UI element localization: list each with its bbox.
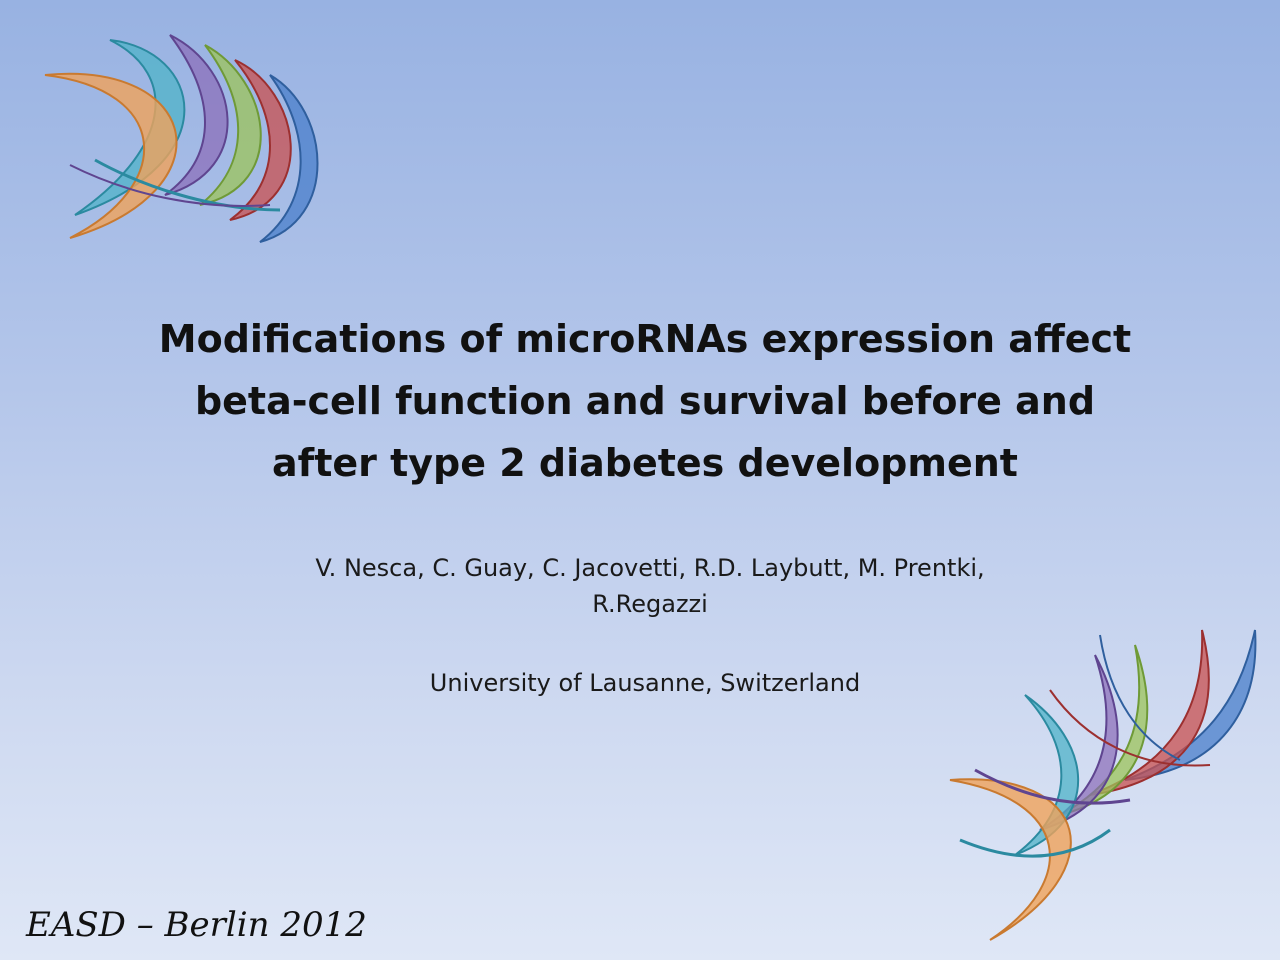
swoosh-thin-purple [974, 768, 1131, 805]
swoosh-thin-teal [959, 828, 1111, 858]
swoosh-orange [44, 72, 178, 239]
swoosh-decoration-bottom [949, 629, 1257, 941]
swoosh-thin-purple [69, 164, 271, 207]
conference-footer: EASD – Berlin 2012 [26, 905, 367, 945]
swoosh-decoration-top [44, 34, 319, 243]
authors-line: R.Regazzi [592, 590, 708, 618]
title-line: Modifications of microRNAs expression af… [158, 317, 1132, 361]
swoosh-thin-blue [1099, 634, 1181, 761]
slide-title: Modifications of microRNAs expression af… [100, 308, 1190, 494]
swoosh-thin-red [1049, 689, 1211, 767]
authors-line: V. Nesca, C. Guay, C. Jacovetti, R.D. La… [315, 554, 985, 582]
swoosh-red [229, 59, 292, 221]
swoosh-purple [164, 34, 229, 196]
title-line: beta-cell function and survival before a… [194, 379, 1096, 423]
title-line: after type 2 diabetes development [272, 441, 1018, 485]
authors: V. Nesca, C. Guay, C. Jacovetti, R.D. La… [150, 550, 1150, 622]
swoosh-orange [949, 778, 1072, 941]
affiliation: University of Lausanne, Switzerland [429, 669, 861, 697]
swoosh-teal [74, 39, 186, 216]
swoosh-green [199, 44, 262, 206]
swoosh-thin-teal [94, 158, 281, 212]
swoosh-blue [259, 74, 319, 243]
